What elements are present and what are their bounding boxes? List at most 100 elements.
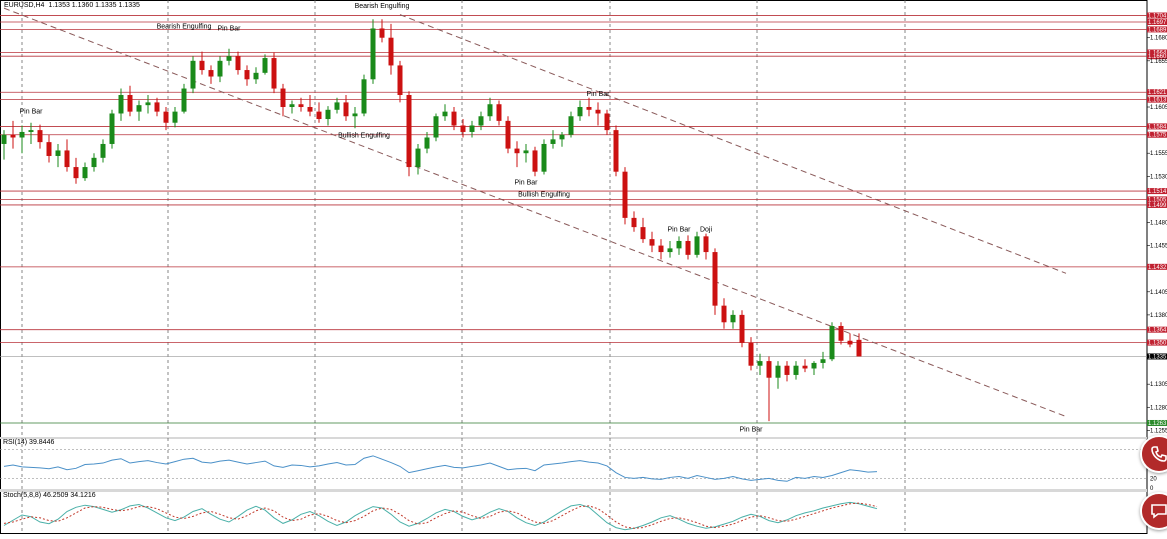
candle bbox=[271, 52, 277, 94]
candle-body bbox=[559, 134, 565, 140]
candle-body bbox=[838, 325, 844, 341]
candle-body bbox=[109, 113, 115, 144]
candle bbox=[550, 130, 556, 149]
candle-body bbox=[550, 139, 556, 144]
level-price-label: 1.1575 bbox=[1148, 133, 1167, 139]
candle bbox=[613, 125, 619, 177]
level-price-label: 1.1613 bbox=[1148, 98, 1167, 104]
candle-body bbox=[676, 240, 682, 249]
candle bbox=[721, 298, 727, 329]
candle-body bbox=[64, 150, 70, 168]
pattern-label: Doji bbox=[700, 227, 713, 234]
price-tick-label: 1.1280 bbox=[1150, 405, 1167, 411]
candle bbox=[379, 19, 385, 43]
candle-body bbox=[334, 102, 340, 110]
level-price-label: 1.1364 bbox=[1148, 328, 1167, 334]
candle-body bbox=[37, 130, 43, 143]
candle bbox=[46, 134, 52, 163]
call-button[interactable] bbox=[1140, 435, 1167, 473]
stoch-panel bbox=[3, 501, 878, 531]
candle-body bbox=[163, 111, 169, 123]
pattern-label: Pin Bar bbox=[740, 426, 764, 433]
candle bbox=[37, 124, 43, 149]
candle bbox=[757, 353, 763, 375]
level-price-tag bbox=[1147, 26, 1167, 33]
pattern-label: Pin Bar bbox=[515, 180, 539, 187]
candle-body bbox=[442, 111, 448, 117]
candle-body bbox=[190, 60, 196, 89]
candle bbox=[694, 231, 700, 258]
candle bbox=[316, 102, 322, 123]
candle bbox=[253, 67, 259, 84]
candle bbox=[361, 74, 367, 117]
candle bbox=[640, 217, 646, 243]
panel-separator bbox=[0, 437, 1147, 439]
candle-body bbox=[802, 365, 808, 369]
candle bbox=[685, 235, 691, 260]
level-price-label: 1.1499 bbox=[1148, 203, 1167, 209]
level-price-tag bbox=[1147, 188, 1167, 195]
candle bbox=[595, 102, 601, 126]
level-price-label: 1.1505 bbox=[1148, 197, 1167, 203]
price-tick-label: 1.1455 bbox=[1150, 244, 1167, 250]
candle-body bbox=[514, 148, 520, 154]
candle-body bbox=[766, 361, 772, 378]
price-tick-label: 1.1605 bbox=[1150, 105, 1167, 111]
candle-body bbox=[748, 342, 754, 366]
chat-button[interactable] bbox=[1140, 492, 1167, 530]
candle bbox=[793, 361, 799, 380]
pattern-label: Bearish Engulfing bbox=[157, 23, 212, 30]
phone-icon bbox=[1151, 446, 1167, 462]
level-price-tag bbox=[1147, 339, 1167, 346]
pattern-label: Bullish Engulfing bbox=[518, 192, 570, 199]
candle bbox=[226, 48, 232, 66]
price-tick-label: 1.1530 bbox=[1150, 174, 1167, 180]
candle bbox=[136, 100, 142, 121]
pattern-annotations: Pin Bar Bearish Engulfing Pin Bar Bearish E… bbox=[20, 3, 764, 433]
candle bbox=[433, 113, 439, 142]
candle-body bbox=[388, 37, 394, 66]
candle bbox=[478, 111, 484, 131]
candle-body bbox=[640, 227, 646, 240]
candle bbox=[586, 97, 592, 117]
candle-body bbox=[604, 113, 610, 131]
candle bbox=[262, 54, 268, 75]
level-price-label: 1.1584 bbox=[1148, 124, 1167, 130]
candle-body bbox=[307, 107, 313, 112]
candle-body bbox=[649, 239, 655, 246]
candle-body bbox=[469, 125, 475, 132]
candle-body bbox=[46, 142, 52, 156]
candle-body bbox=[721, 305, 727, 323]
level-price-label: 1.1660 bbox=[1148, 54, 1167, 60]
trendline bbox=[399, 14, 1067, 274]
candle bbox=[658, 239, 664, 260]
candle bbox=[838, 322, 844, 345]
candle bbox=[145, 95, 151, 114]
candle-body bbox=[847, 340, 853, 345]
candle-body bbox=[703, 236, 709, 253]
price-tick-label: 1.1405 bbox=[1150, 290, 1167, 296]
candle-body bbox=[208, 70, 214, 77]
candle-body bbox=[325, 109, 331, 120]
rsi-header: RSI(14) 39.8446 bbox=[3, 439, 54, 446]
candle bbox=[172, 107, 178, 128]
candle-body bbox=[145, 102, 151, 106]
price-tick-label: 1.1305 bbox=[1150, 382, 1167, 388]
candle bbox=[64, 139, 70, 172]
level-price-label: 1.1704 bbox=[1148, 14, 1167, 20]
price-tick-label: 1.1655 bbox=[1150, 59, 1167, 65]
level-price-label: 1.1432 bbox=[1148, 265, 1167, 271]
candle-body bbox=[739, 314, 745, 343]
price-tick-label: 1.1555 bbox=[1150, 151, 1167, 157]
candle-body bbox=[289, 104, 295, 108]
candle bbox=[388, 23, 394, 75]
candle bbox=[1, 130, 7, 160]
price-tick-label: 1.1255 bbox=[1150, 428, 1167, 434]
candle-body bbox=[784, 365, 790, 375]
trendline bbox=[3, 7, 1067, 417]
candle bbox=[82, 162, 88, 181]
stoch-header: Stoch(5,8,8) 46.2509 34.1216 bbox=[3, 492, 96, 499]
price-axis: 1.1680 1.1655 1.1605 1.1555 1.1530 1.1480 1.14… bbox=[1147, 36, 1167, 492]
price-tick-label: 1.1480 bbox=[1150, 221, 1167, 227]
